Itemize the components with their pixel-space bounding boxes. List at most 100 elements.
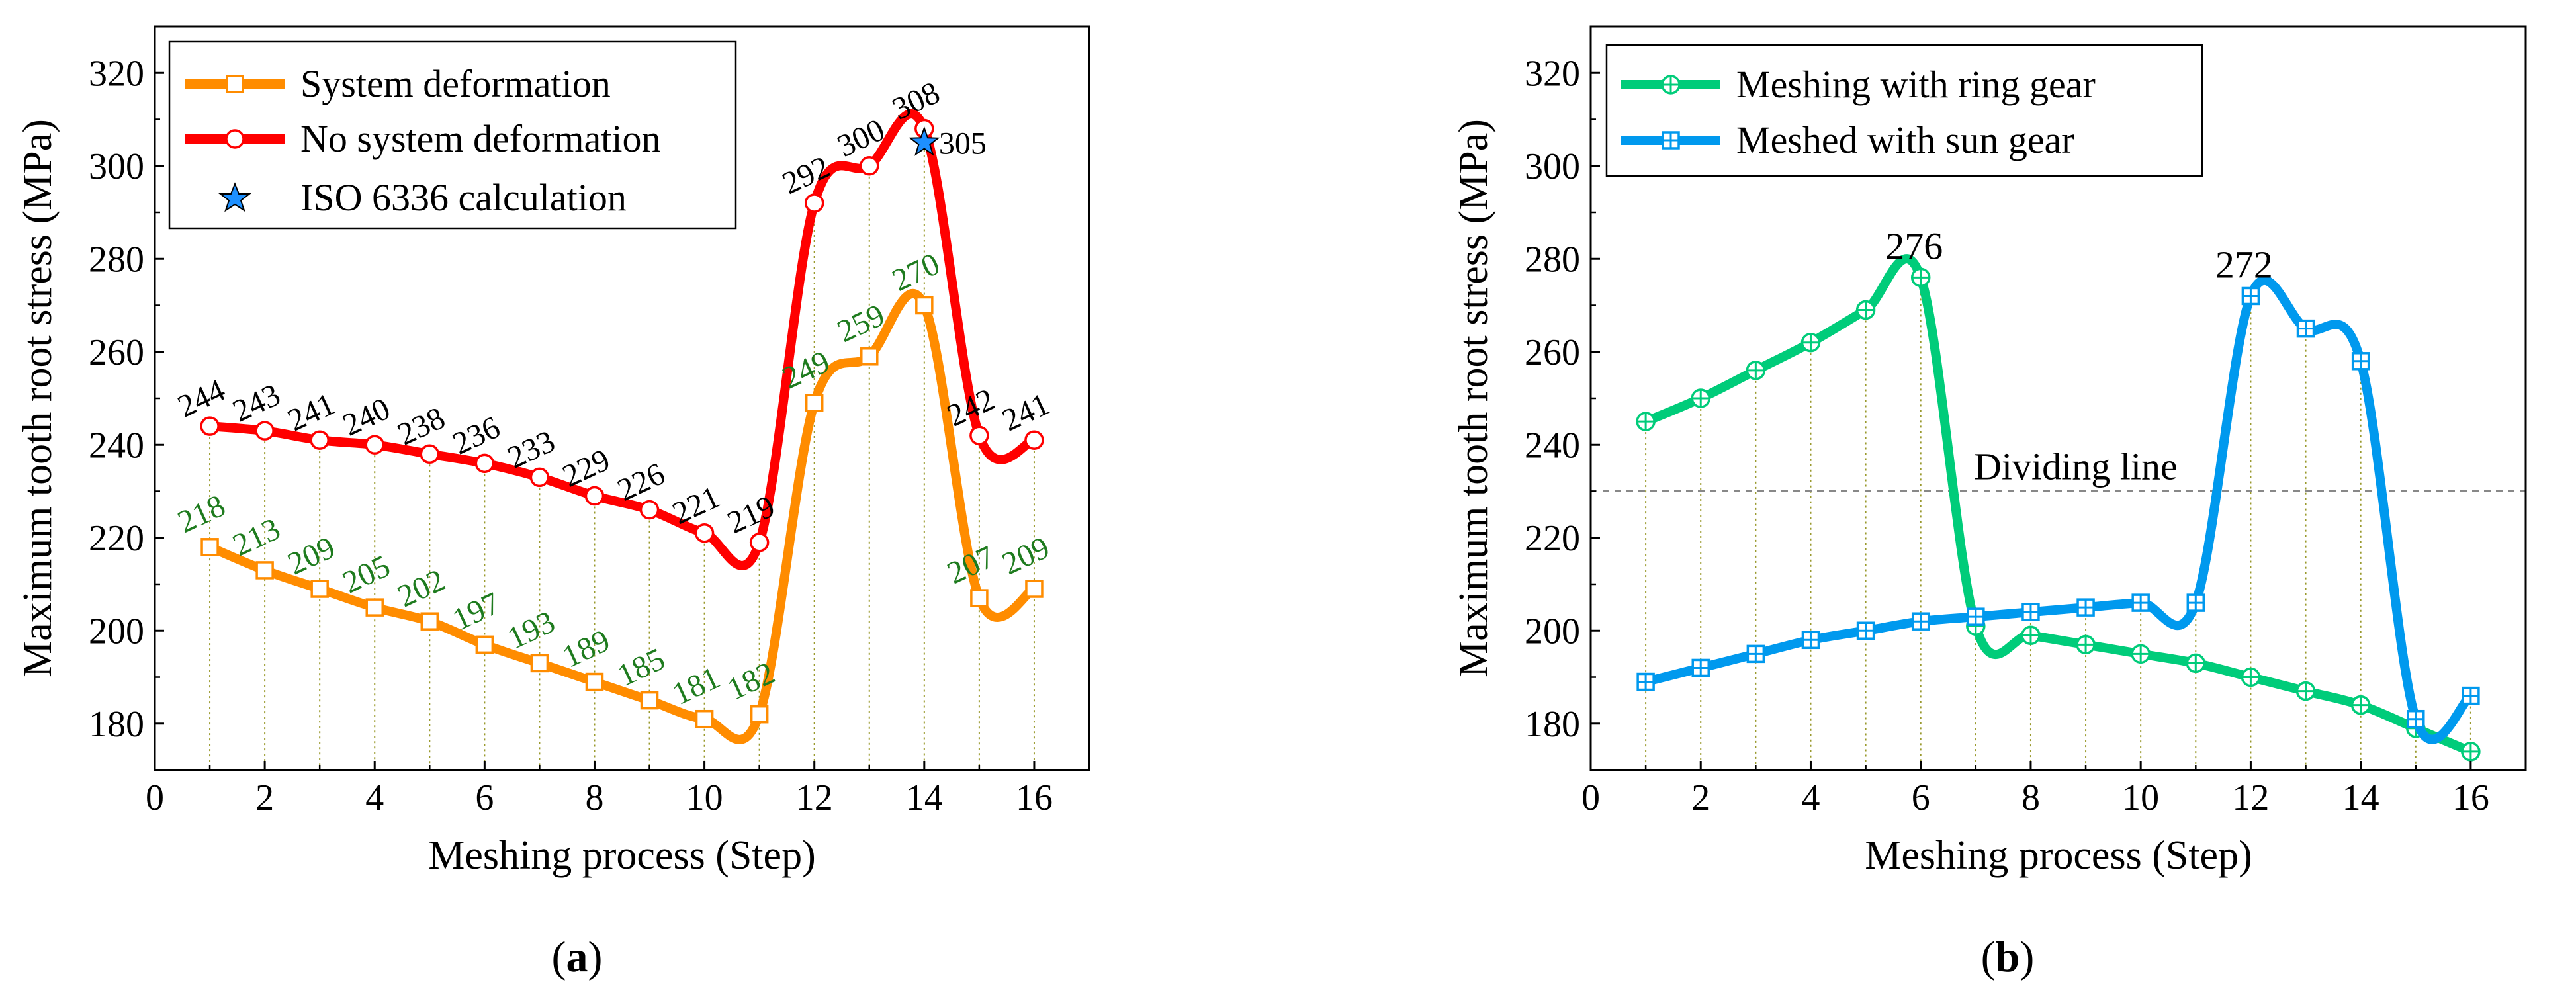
data-point-no-system-deformation — [584, 486, 605, 506]
legend-marker-no-system-deformation — [225, 129, 245, 149]
legend-label-no-system-deformation: No system deformation — [300, 117, 660, 160]
legend-marker-iso-6336-star-icon — [218, 182, 251, 212]
x-tick-label: 14 — [906, 777, 943, 818]
data-point-no-system-deformation — [255, 421, 275, 441]
x-tick-label: 4 — [365, 777, 384, 818]
x-tick-label: 4 — [1801, 777, 1820, 818]
y-tick-label: 180 — [89, 704, 144, 745]
panel-b-legend-item-sun-gear: Meshed with sun gear — [1621, 118, 2074, 161]
panel-a-legend-item-iso-6336: ISO 6336 calculation — [218, 176, 627, 219]
x-tick-label: 12 — [2232, 777, 2269, 818]
data-point-system-deformation — [475, 635, 494, 654]
panel-b-stems — [1645, 277, 2471, 770]
x-tick-label: 16 — [1016, 777, 1053, 818]
data-point-no-system-deformation — [804, 193, 824, 213]
panel-a-series — [200, 109, 1044, 744]
x-tick-label: 16 — [2452, 777, 2489, 818]
y-tick-label: 200 — [89, 611, 144, 652]
panel-b-label-open: ( — [1981, 933, 1996, 981]
y-tick-label: 320 — [89, 53, 144, 94]
data-point-no-system-deformation — [474, 453, 495, 474]
peak-annotation: 272 — [2215, 243, 2273, 286]
chart-panel-b: Dividing line 276 272 0 2 4 6 8 10 12 14 16 180 20… — [1451, 25, 2527, 981]
panel-a-legend-item-no-system-deformation: No system deformation — [185, 117, 660, 160]
panel-b-series — [1636, 254, 2481, 762]
y-tick-label: 280 — [1525, 239, 1580, 280]
y-tick-label: 200 — [1525, 611, 1580, 652]
x-tick-label: 12 — [796, 777, 833, 818]
x-tick-label: 6 — [475, 777, 494, 818]
data-point-system-deformation — [750, 705, 769, 724]
y-tick-label: 240 — [89, 425, 144, 466]
panel-a-legend: System deformation No system deformation… — [168, 40, 737, 230]
panel-a-x-axis-title: Meshing process (Step) — [428, 833, 815, 878]
data-point-system-deformation — [640, 691, 659, 710]
data-point-system-deformation — [530, 654, 549, 673]
x-tick-label: 6 — [1912, 777, 1930, 818]
y-tick-label: 260 — [89, 332, 144, 373]
y-tick-label: 280 — [89, 239, 144, 280]
panel-b-y-axis-title: Maximum tooth root stress (MPa) — [1451, 119, 1496, 677]
iso-6336-star-icon — [909, 126, 940, 156]
panel-b-label: (b) — [1981, 933, 2035, 981]
x-tick-label: 10 — [2122, 777, 2159, 818]
data-point-no-system-deformation — [420, 444, 440, 464]
panel-a-stems — [209, 128, 1035, 770]
panel-b-label-letter: b — [1996, 933, 2020, 981]
data-label-iso-6336: 305 — [939, 126, 987, 161]
data-point-no-system-deformation — [1024, 430, 1044, 450]
y-tick-label: 300 — [89, 146, 144, 187]
panel-a-x-ticks: 0 2 4 6 8 10 12 14 16 — [146, 761, 1053, 818]
legend-label-ring-gear: Meshing with ring gear — [1736, 63, 2096, 106]
x-tick-label: 10 — [686, 777, 723, 818]
y-tick-label: 260 — [1525, 332, 1580, 373]
data-point-no-system-deformation — [860, 156, 879, 176]
y-tick-label: 300 — [1525, 146, 1580, 187]
panel-b-y-ticks: 180 200 220 240 260 280 300 320 — [1525, 53, 1600, 745]
legend-label-system-deformation: System deformation — [300, 62, 611, 105]
panel-b-label-close: ) — [2020, 933, 2034, 981]
panel-a-label-close: ) — [588, 933, 603, 981]
data-point-system-deformation — [420, 612, 439, 631]
data-point-system-deformation — [860, 347, 879, 366]
data-point-system-deformation — [695, 709, 714, 728]
data-point-system-deformation — [970, 589, 989, 607]
data-point-no-system-deformation — [639, 500, 660, 520]
panel-a-label-letter: a — [566, 933, 588, 981]
x-tick-label: 14 — [2342, 777, 2379, 818]
x-tick-label: 0 — [1581, 777, 1600, 818]
data-point-system-deformation — [310, 580, 329, 598]
data-point-system-deformation — [805, 394, 824, 412]
data-point-system-deformation — [585, 672, 604, 691]
series-meshing-with-ring-gear — [1636, 254, 2481, 762]
data-point-no-system-deformation — [969, 425, 989, 445]
y-tick-label: 320 — [1525, 53, 1580, 94]
x-tick-label: 8 — [2021, 777, 2040, 818]
panel-b-x-ticks: 0 2 4 6 8 10 12 14 16 — [1581, 761, 2489, 818]
y-tick-label: 220 — [89, 518, 144, 559]
y-tick-label: 240 — [1525, 425, 1580, 466]
panel-b-annotations: 276 272 — [1885, 224, 2273, 286]
dividing-line-label: Dividing line — [1974, 445, 2178, 488]
data-point-system-deformation — [1025, 580, 1044, 598]
y-tick-label: 180 — [1525, 704, 1580, 745]
data-point-no-system-deformation — [529, 467, 550, 488]
legend-label-iso-6336: ISO 6336 calculation — [300, 176, 627, 219]
panel-a-label: (a) — [552, 933, 603, 981]
data-point-system-deformation — [200, 538, 219, 556]
panel-b-legend-box — [1605, 44, 2203, 177]
data-point-no-system-deformation — [749, 533, 770, 552]
panel-a-y-ticks: 180 200 220 240 260 280 300 320 — [89, 53, 164, 745]
panel-b-x-axis-title: Meshing process (Step) — [1865, 833, 2252, 878]
x-tick-label: 0 — [146, 777, 164, 818]
data-point-system-deformation — [255, 561, 274, 580]
data-point-no-system-deformation — [310, 430, 330, 450]
legend-label-sun-gear: Meshed with sun gear — [1736, 118, 2074, 161]
data-point-no-system-deformation — [365, 435, 384, 455]
panel-b-legend-item-ring-gear: Meshing with ring gear — [1621, 63, 2096, 106]
peak-annotation: 276 — [1885, 224, 1943, 267]
x-tick-label: 2 — [255, 777, 274, 818]
x-tick-label: 8 — [585, 777, 603, 818]
series-system-deformation — [200, 288, 1044, 744]
